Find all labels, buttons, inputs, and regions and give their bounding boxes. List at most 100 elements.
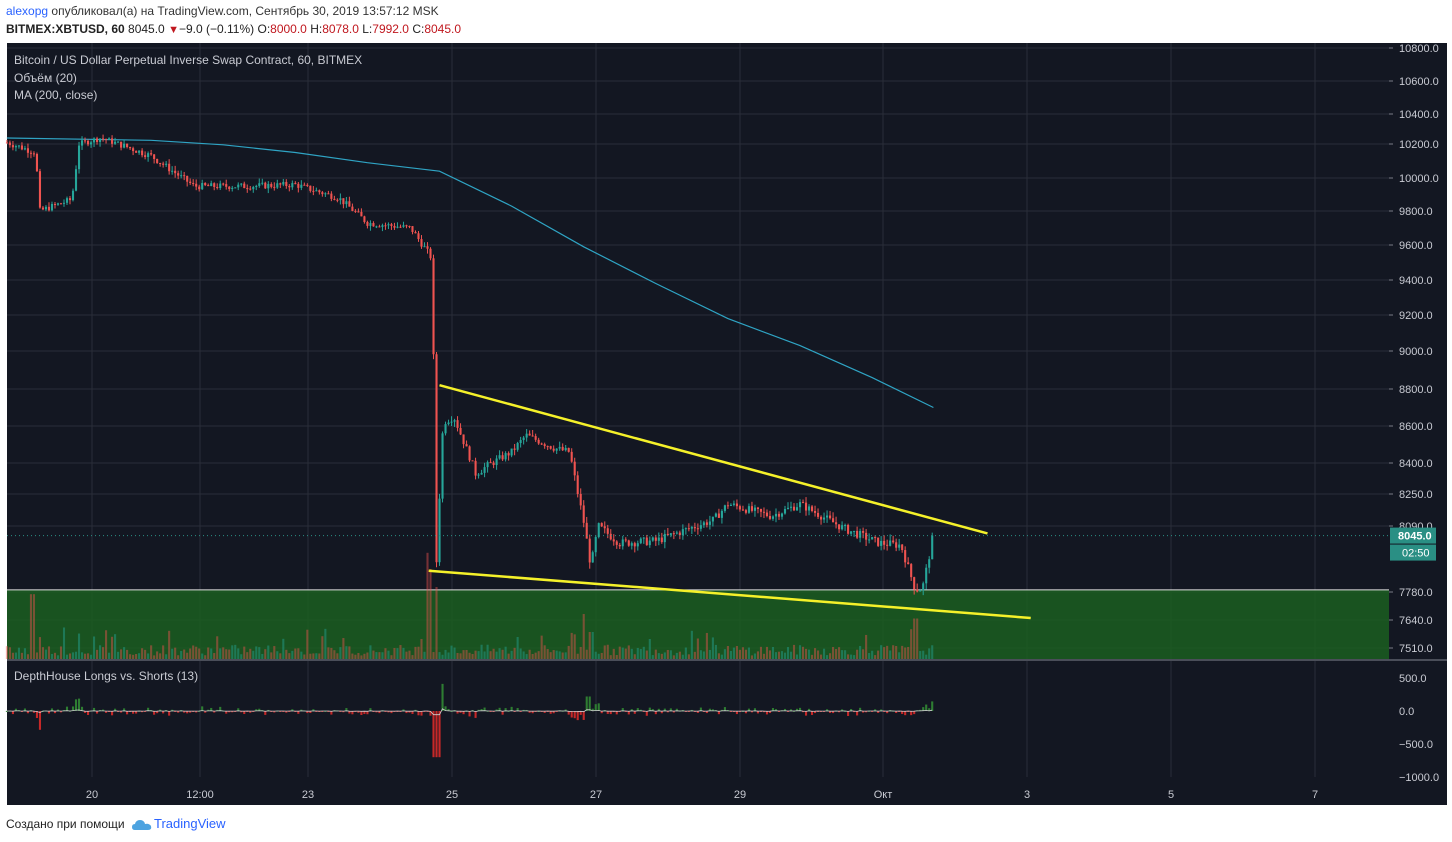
candle-body [573, 461, 576, 476]
indicator-bar [86, 711, 90, 715]
candle-body [156, 158, 159, 163]
price-tick: 9800.0 [1399, 206, 1433, 218]
volume-bar [243, 646, 246, 659]
volume-bar [847, 654, 850, 659]
indicator-bar [429, 711, 432, 716]
volume-bar [645, 650, 648, 659]
volume-bar [20, 652, 23, 659]
volume-bar [351, 653, 354, 659]
indicator-bar [880, 709, 883, 711]
candle-body [576, 475, 579, 494]
candle-body [480, 472, 483, 475]
volume-bar [285, 649, 288, 659]
tradingview-link[interactable]: TradingView [153, 816, 226, 831]
indicator-legend[interactable]: DepthHouse Longs vs. Shorts (13) [14, 669, 199, 683]
volume-bar [26, 654, 30, 659]
volume-bar [396, 648, 399, 659]
candle-body [910, 564, 913, 578]
candle-body [32, 153, 36, 155]
indicator-bar [747, 708, 751, 711]
indicator-bar [32, 711, 36, 713]
ma-legend[interactable]: MA (200, close) [14, 88, 98, 102]
candle-body [318, 190, 321, 193]
indicator-bar [309, 711, 312, 714]
indicator-bar [71, 706, 75, 711]
indicator-bar [285, 711, 288, 713]
indicator-bar [480, 709, 483, 711]
author-link[interactable]: alexopg [6, 4, 49, 18]
candle-body [285, 181, 288, 186]
volume-bar [53, 652, 57, 659]
candle-body [228, 186, 231, 189]
candle-body [117, 141, 120, 143]
indicator-bar [669, 708, 672, 711]
candle-body [14, 146, 17, 148]
indicator-bar [318, 711, 321, 712]
volume-bar [886, 645, 889, 659]
volume-bar [720, 654, 723, 659]
candle-body [862, 531, 865, 533]
indicator-bar [841, 709, 844, 711]
volume-bar [756, 651, 760, 659]
volume-bar [636, 647, 639, 659]
volume-bar [684, 647, 687, 659]
indicator-bar [699, 707, 702, 711]
volume-bar [56, 655, 60, 659]
volume-bar [441, 654, 444, 659]
volume-bar [270, 652, 273, 659]
indicator-bar [525, 709, 528, 711]
indicator-bar [708, 708, 711, 711]
indicator-bar [522, 709, 525, 711]
candle-body [606, 528, 609, 534]
candle-body [561, 446, 564, 451]
indicator-bar [774, 709, 778, 711]
candle-body [309, 185, 312, 191]
volume-bar [585, 649, 588, 659]
candle-body [213, 183, 216, 187]
indicator-bar [291, 709, 294, 711]
price-chart[interactable]: 10800.0 10600.0 10400.0 10200.0 10000.0 9800.… [0, 0, 1452, 810]
volume-bar [916, 618, 919, 659]
tradingview-cloud-icon [131, 819, 152, 830]
indicator-bar [477, 709, 480, 711]
volume-bar [853, 655, 856, 659]
volume-bar [910, 629, 913, 659]
candle-body [633, 543, 636, 547]
candle-body [261, 182, 264, 184]
candle-body [402, 225, 405, 227]
price-tick: 9000.0 [1399, 346, 1433, 358]
indicator-bar [874, 709, 877, 711]
candle-body [564, 447, 567, 451]
indicator-bar [624, 711, 627, 712]
candle-body [56, 203, 60, 205]
candle-body [147, 153, 150, 158]
volume-bar [480, 644, 483, 659]
volume-bar [907, 646, 910, 659]
indicator-bar [552, 711, 555, 714]
volume-bar [931, 645, 934, 659]
candle-body [483, 467, 486, 473]
indicator-bar [47, 711, 51, 714]
volume-bar [195, 646, 198, 659]
volume-bar [735, 646, 738, 659]
candle-body [86, 140, 90, 145]
candle-body [432, 258, 435, 355]
volume-bar [38, 637, 42, 659]
footer: Создано при помощи TradingView [6, 816, 226, 831]
candle-body [591, 552, 594, 563]
candle-body [423, 246, 426, 248]
indicator-bar [77, 698, 81, 711]
indicator-bar [438, 711, 441, 758]
candle-body [663, 533, 666, 543]
indicator-bar [444, 706, 447, 711]
volume-bar [783, 652, 787, 659]
indicator-bar [80, 706, 84, 711]
volume-bar [597, 653, 600, 659]
candle-body [426, 246, 429, 249]
indicator-bar [168, 711, 171, 716]
indicator-bar [549, 711, 552, 714]
volume-legend[interactable]: Объём (20) [14, 71, 77, 85]
indicator-bar [591, 708, 594, 711]
candle-body [795, 507, 799, 511]
candle-body [276, 183, 279, 188]
